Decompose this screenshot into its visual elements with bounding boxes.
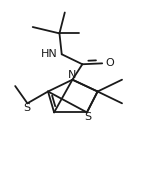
Text: O: O [105,58,114,68]
Text: S: S [23,103,30,113]
Text: N: N [67,70,76,80]
Text: HN: HN [41,49,58,59]
Text: S: S [84,113,91,122]
